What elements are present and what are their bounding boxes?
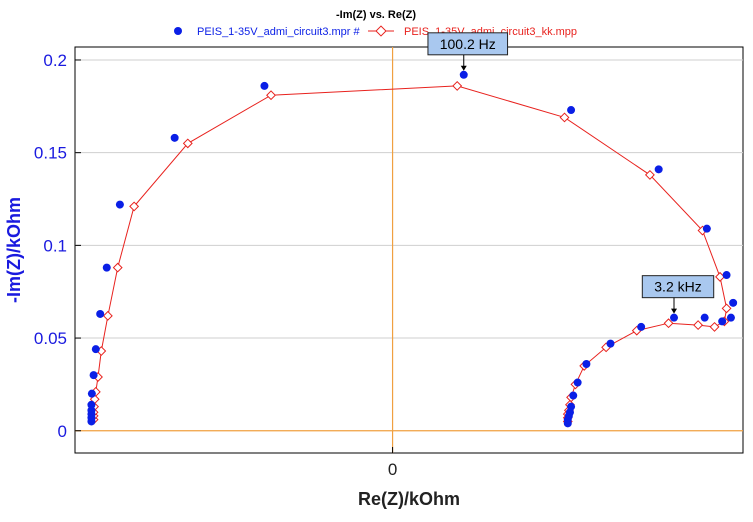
fit-point-14	[559, 112, 570, 123]
fit-point-22	[663, 318, 674, 329]
fit-point-15	[644, 169, 655, 180]
plot-frame	[74, 46, 744, 454]
measured-point-21	[700, 313, 709, 322]
measured-point-24	[606, 339, 615, 348]
y-tick-label-2: 0.1	[43, 236, 67, 255]
annotation-box-0	[427, 32, 509, 56]
y-tick-label-1: 0.05	[34, 329, 67, 348]
measured-point-23	[637, 322, 646, 331]
measured-point-7	[91, 345, 100, 354]
measured-point-10	[115, 200, 124, 209]
fit-point-10	[129, 201, 140, 212]
annotations: 100.2 Hz 3.2 kHz	[427, 32, 715, 314]
measured-point-12	[260, 81, 269, 90]
grid	[75, 59, 743, 339]
fit-point-9	[112, 262, 123, 273]
measured-point-27	[569, 391, 578, 400]
annotation-box-1	[641, 275, 715, 299]
annotation-arrowhead-0	[460, 65, 467, 71]
plot-area: 0 0.05 0.1 0.15 0.2 0 100.2 Hz 3.2 kHz	[34, 32, 744, 479]
measured-point-25	[582, 360, 591, 369]
measured-point-5	[87, 389, 96, 398]
y-tick-label-4: 0.2	[43, 51, 67, 70]
legend-measured-marker	[174, 27, 182, 35]
measured-point-9	[102, 263, 111, 272]
fit-point-20	[709, 321, 720, 332]
annotation-arrowhead-1	[671, 308, 678, 314]
zero-axes	[75, 47, 743, 453]
measured-point-19	[726, 313, 735, 322]
fit-point-12	[266, 90, 276, 101]
fit-point-18	[721, 303, 732, 314]
chart-title: -Im(Z) vs. Re(Z)	[336, 9, 416, 21]
fit-point-21	[693, 320, 704, 331]
fit-point-11	[182, 138, 193, 149]
measured-point-16	[702, 224, 711, 233]
y-tick-label-0: 0	[58, 422, 67, 441]
measured-point-3	[87, 406, 96, 415]
measured-point-13	[459, 70, 468, 79]
legend: PEIS_1-35V_admi_circuit3.mpr # PEIS_1-35…	[174, 25, 577, 38]
y-tick-label-3: 0.15	[34, 144, 67, 163]
measured-point-8	[96, 309, 105, 318]
legend-measured-label: PEIS_1-35V_admi_circuit3.mpr #	[197, 26, 361, 38]
measured-point-26	[573, 378, 582, 387]
fit-point-8	[102, 310, 113, 321]
measured-point-32	[563, 419, 572, 428]
annotation-label-1: 3.2 kHz	[654, 279, 701, 295]
ticks: 0 0.05 0.1 0.15 0.2 0	[34, 51, 397, 479]
measured-point-18	[729, 298, 738, 307]
series	[87, 70, 738, 428]
measured-point-11	[170, 133, 179, 142]
fit-point-17	[715, 271, 725, 282]
annotation-label-0: 100.2 Hz	[440, 36, 496, 52]
x-axis-title: Re(Z)/kOhm	[358, 489, 460, 509]
measured-point-6	[89, 371, 98, 380]
measured-point-4	[87, 400, 96, 409]
fit-point-13	[452, 80, 463, 91]
measured-point-17	[722, 271, 731, 280]
measured-point-22	[670, 313, 679, 322]
legend-fit-marker	[375, 25, 387, 37]
y-axis-title: -Im(Z)/kOhm	[4, 197, 24, 303]
x-tick-label-0: 0	[388, 460, 397, 479]
measured-point-15	[654, 165, 663, 174]
measured-point-14	[567, 106, 576, 115]
measured-point-20	[718, 317, 727, 326]
